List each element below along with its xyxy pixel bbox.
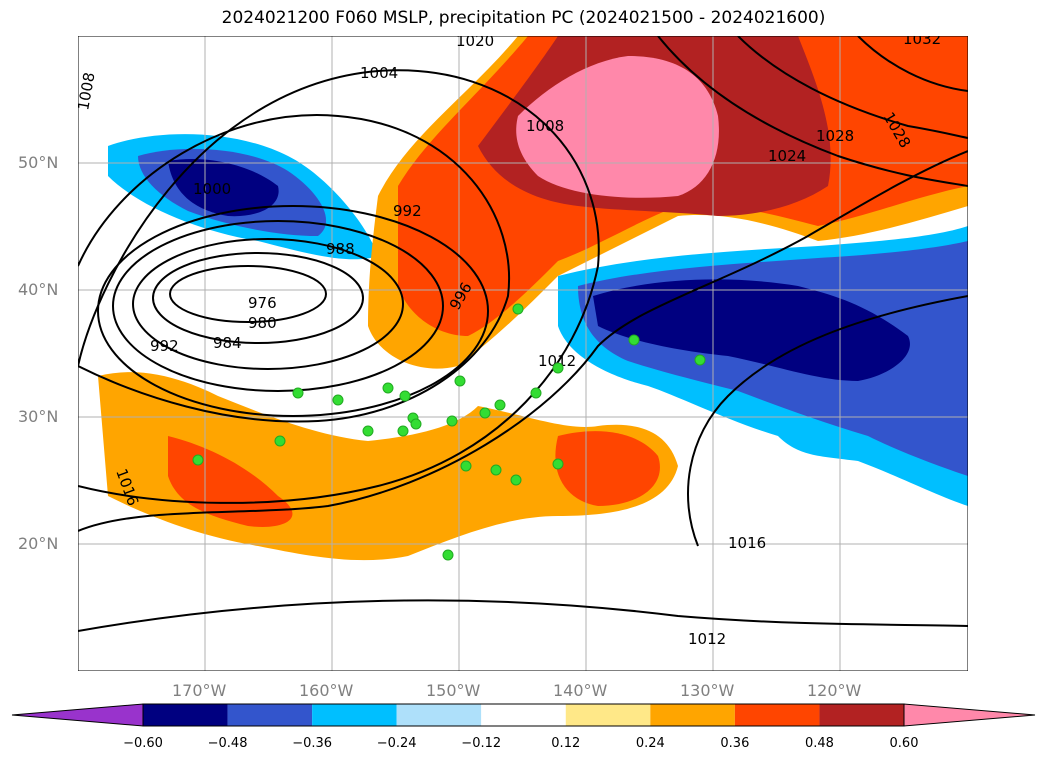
isobar-label: 980 [248,314,277,332]
colorbar-tick-label: 0.24 [635,736,665,751]
station-marker [332,394,344,406]
colorbar-cell [565,704,651,726]
colorbar-tick-label: −0.48 [207,736,248,751]
colorbar-extend-low [11,703,144,727]
colorbar-cell [734,704,820,726]
station-marker [274,435,286,447]
colorbar-tick-label: 0.12 [551,736,581,751]
lon-label: 170°W [172,681,227,700]
station-marker [442,549,454,561]
colorbar-tick-label: −0.24 [376,736,417,751]
isobar-label: 992 [393,202,422,220]
station-marker [694,354,706,366]
isobar-label: 1004 [360,64,398,82]
shade-negative-east-core [593,279,910,381]
station-marker [397,425,409,437]
shade-positive-sw-red2 [555,431,660,506]
colorbar-outline [142,703,905,727]
station-marker [512,303,524,315]
station-marker [490,464,502,476]
station-marker [494,399,506,411]
isobar-label: 976 [248,294,277,312]
isobar-label: 1016 [728,534,766,552]
station-marker [628,334,640,346]
isobar-label: 1024 [768,147,806,165]
lat-label: 50°N [18,153,59,172]
isobar-label: 988 [326,240,355,258]
colorbar-cell [650,704,735,726]
colorbar-tick-label: −0.60 [123,736,163,751]
colorbar-tick-label: 0.36 [720,736,750,751]
isobars [78,36,968,632]
graticule [78,36,968,671]
colorbar-tick-label: 0.60 [889,736,919,751]
lon-label: 130°W [680,681,735,700]
station-marker [292,387,304,399]
lon-label: 160°W [299,681,354,700]
station-marker [382,382,394,394]
lon-label: 140°W [553,681,608,700]
colorbar-cell [396,704,482,726]
isobar-label: 984 [213,334,242,352]
station-markers [192,303,706,561]
colorbar-cell [481,704,566,726]
map-title: 2024021200 F060 MSLP, precipitation PC (… [221,8,826,28]
lon-label: 150°W [426,681,481,700]
colorbar-cell [312,704,397,726]
isobar-label: 1020 [456,36,494,50]
colorbar-tick-label: 0.48 [804,736,834,751]
colorbar-cell [819,704,904,726]
lat-label: 40°N [18,280,59,299]
station-marker [446,415,458,427]
shade-negative-nw-core [168,158,279,217]
colorbar-cell [143,704,228,726]
isobar-label: 1008 [78,71,99,112]
isobar-label: 1028 [816,127,854,145]
station-marker [552,362,564,374]
isobar-label: 1012 [538,352,576,370]
isobar-label: 992 [150,337,179,355]
station-marker [362,425,374,437]
colorbar-tick-label: −0.12 [461,736,502,751]
colorbar [11,703,1036,727]
lat-label: 30°N [18,407,59,426]
station-marker [530,387,542,399]
station-marker [552,458,564,470]
station-marker [479,407,491,419]
colorbar-tick-label: −0.36 [292,736,333,751]
map-panel: 1020 1004 1008 1000 992 988 976 980 984 … [78,36,968,671]
station-marker [399,390,411,402]
isobar-label: 1012 [688,630,726,648]
isobar-label: 1032 [903,36,941,48]
isobar-label: 1008 [526,117,564,135]
isobar-label: 1000 [193,180,231,198]
shade-positive-north-pink [516,56,719,198]
station-marker [192,454,204,466]
colorbar-cell [227,704,313,726]
station-marker [410,418,422,430]
station-marker [460,460,472,472]
station-marker [510,474,522,486]
colorbar-extend-high [903,703,1036,727]
lon-label: 120°W [807,681,862,700]
lat-label: 20°N [18,534,59,553]
station-marker [454,375,466,387]
